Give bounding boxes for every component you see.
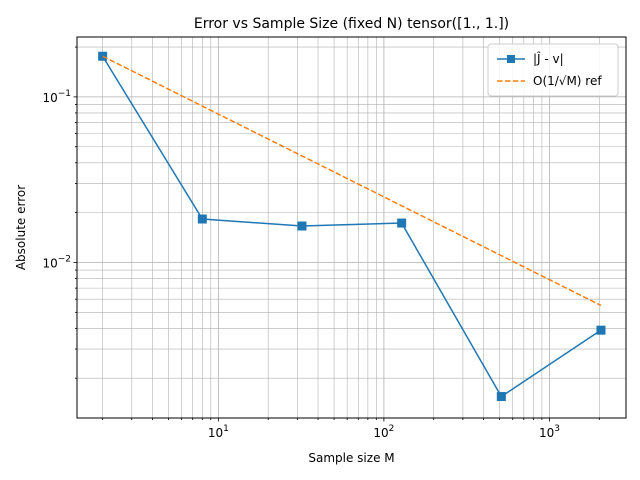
data-point bbox=[397, 218, 407, 228]
data-point bbox=[197, 214, 207, 224]
x-tick-label: 103 bbox=[539, 424, 560, 440]
ticks: 101 102 103 10−2 10−1 bbox=[42, 46, 600, 440]
y-tick-label: 10−2 bbox=[42, 254, 71, 270]
data-point bbox=[596, 325, 606, 335]
legend-label: |Ĵ - v| bbox=[533, 52, 564, 66]
data-point bbox=[496, 392, 506, 402]
legend-label: O(1/√M) ref bbox=[533, 74, 602, 88]
legend-marker bbox=[507, 55, 515, 63]
legend-box bbox=[487, 43, 619, 97]
series-1 bbox=[102, 55, 602, 307]
series-line bbox=[102, 55, 602, 307]
series-layer bbox=[98, 51, 606, 402]
x-tick-label: 101 bbox=[208, 424, 229, 440]
x-tick-label: 102 bbox=[373, 424, 394, 440]
grid bbox=[77, 37, 626, 418]
plot-frame bbox=[76, 36, 627, 419]
series-line bbox=[102, 55, 602, 398]
legend: |Ĵ - v| O(1/√M) ref bbox=[487, 43, 619, 97]
data-point bbox=[297, 221, 307, 231]
chart-title: Error vs Sample Size (fixed N) tensor([1… bbox=[194, 16, 509, 32]
y-axis-label: Absolute error bbox=[14, 185, 28, 270]
y-tick-label: 10−1 bbox=[42, 89, 71, 105]
legend-item: |Ĵ - v| bbox=[497, 52, 564, 66]
x-axis-label: Sample size M bbox=[308, 451, 394, 465]
legend-item: O(1/√M) ref bbox=[497, 74, 602, 88]
